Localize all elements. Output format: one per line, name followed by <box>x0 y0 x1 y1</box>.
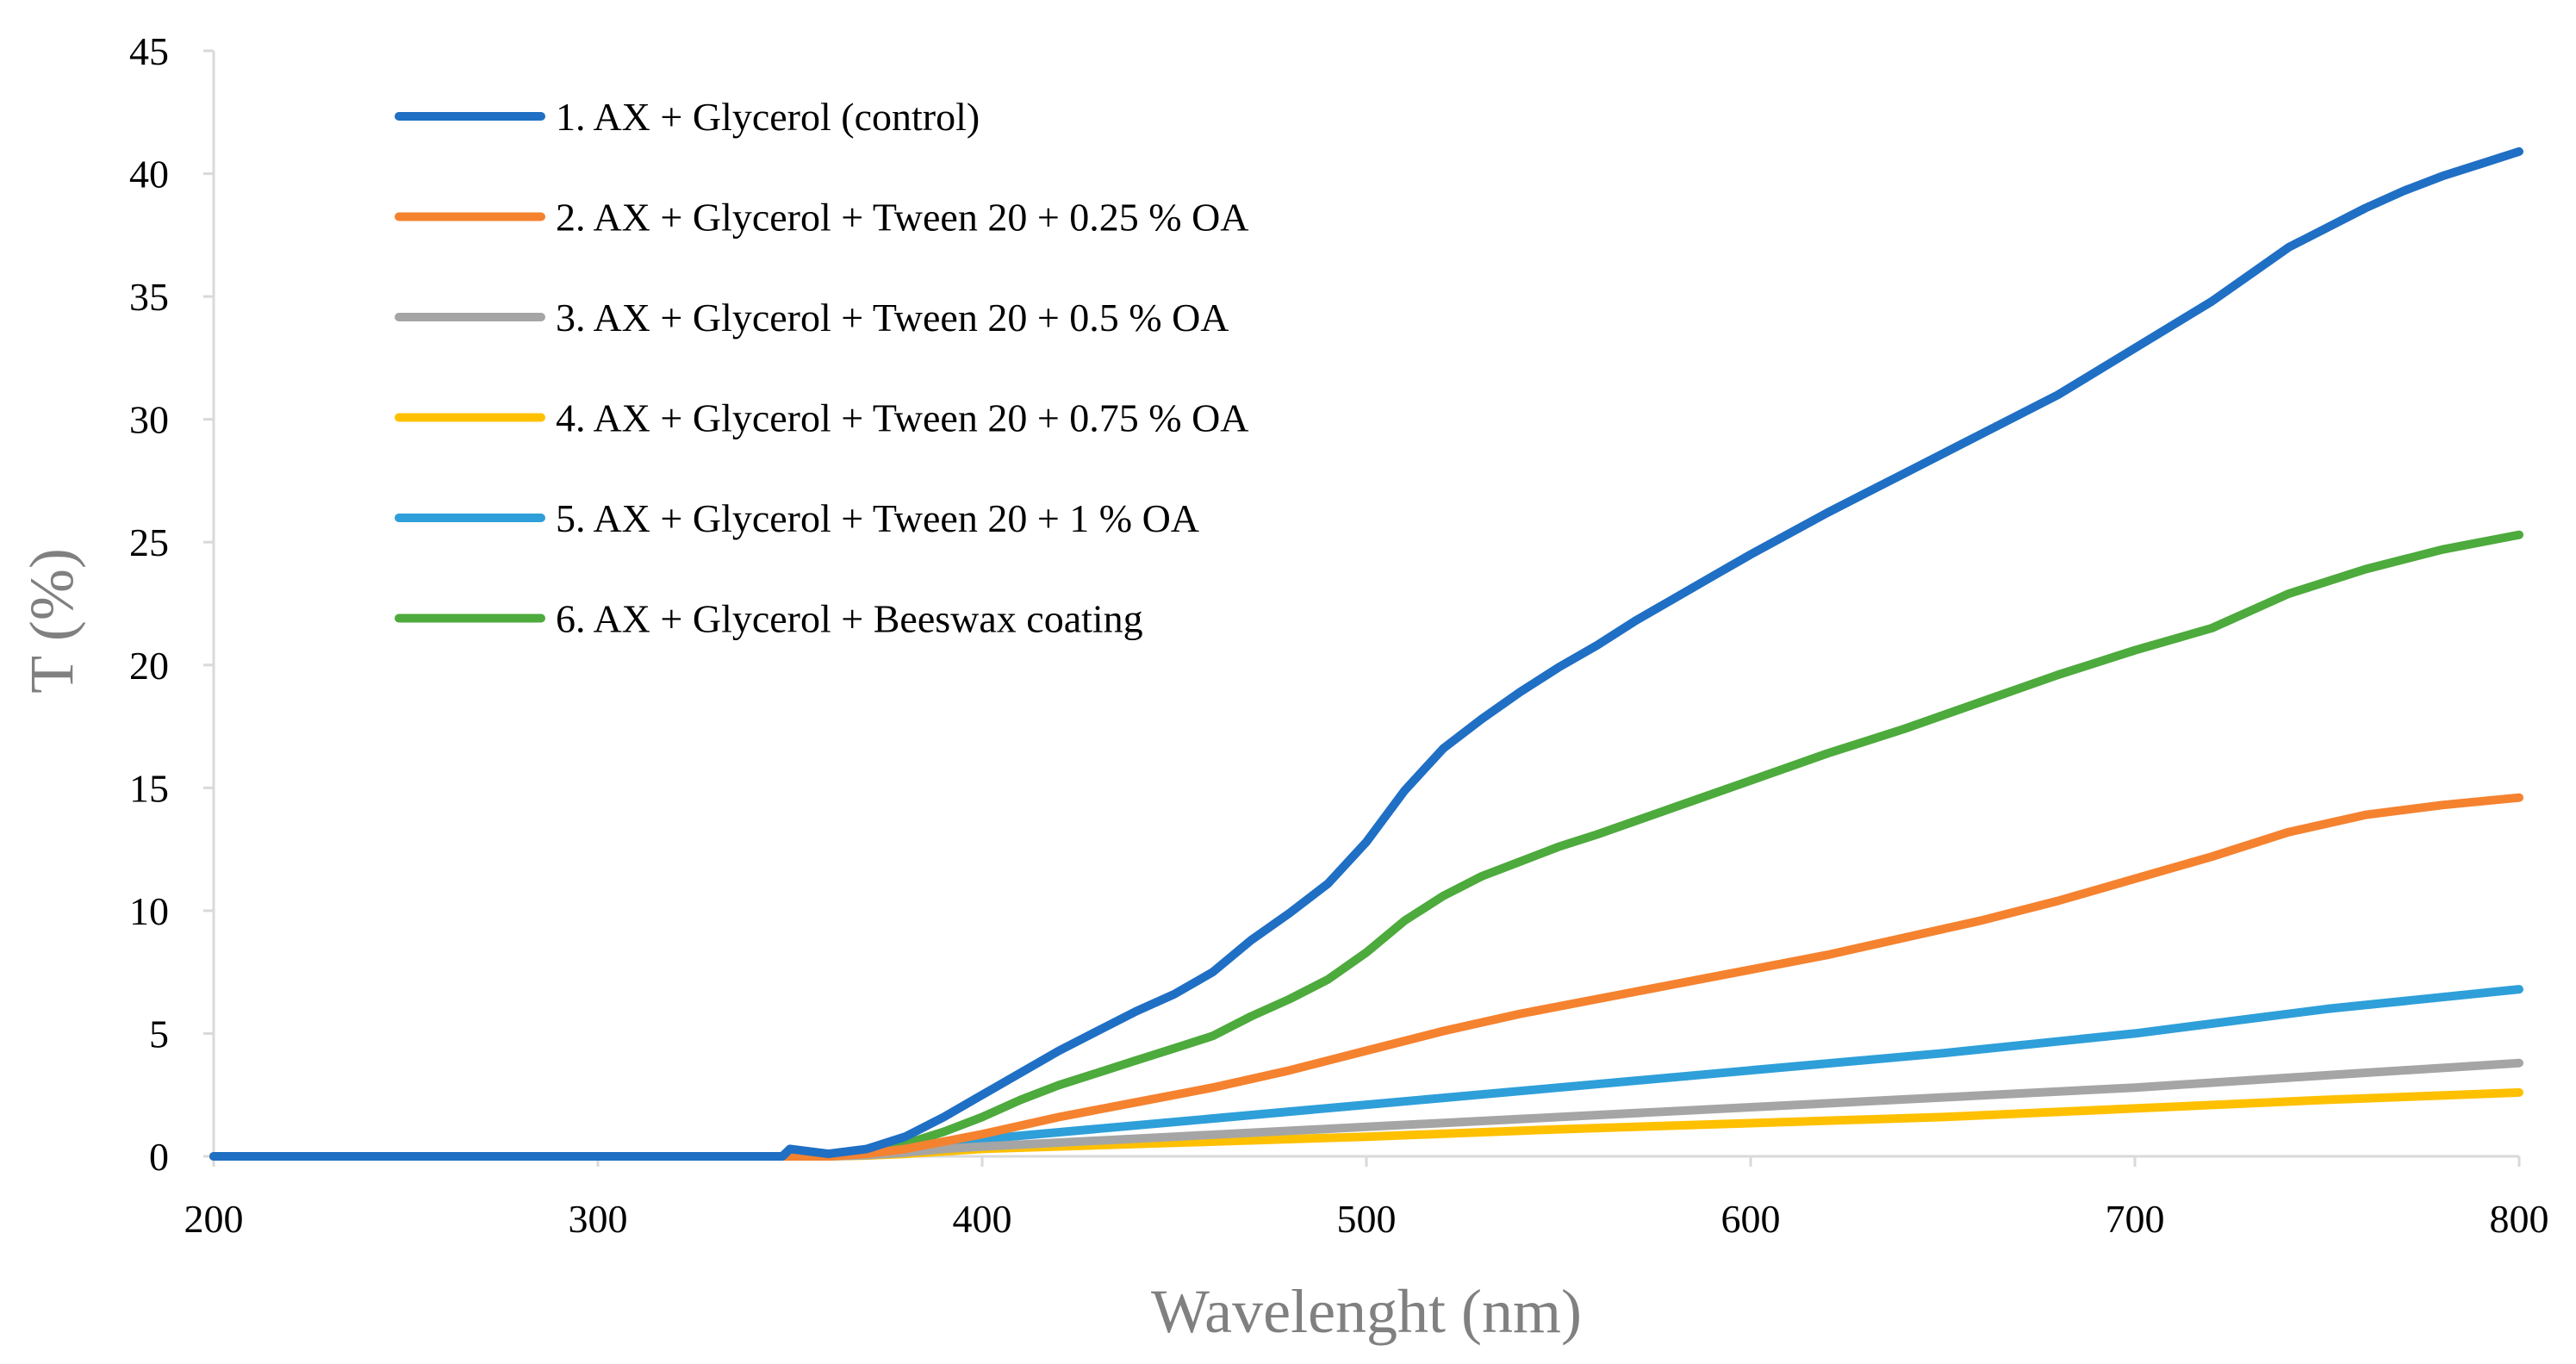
x-tick-label: 600 <box>1721 1197 1781 1241</box>
y-tick-label: 15 <box>129 766 169 810</box>
series-line-2 <box>209 793 2523 1161</box>
y-tick-label: 0 <box>149 1135 169 1179</box>
x-tick-label: 300 <box>569 1197 628 1241</box>
y-tick-label: 5 <box>149 1012 169 1056</box>
x-tick-label: 700 <box>2106 1197 2165 1241</box>
legend-label-6: 6. AX + Glycerol + Beeswax coating <box>556 597 1143 641</box>
legend-label-4: 4. AX + Glycerol + Tween 20 + 0.75 % OA <box>556 396 1249 440</box>
y-axis-title: T (%) <box>17 548 86 694</box>
legend-label-3: 3. AX + Glycerol + Tween 20 + 0.5 % OA <box>556 296 1229 339</box>
series-lines <box>209 146 2523 1161</box>
series-line-1 <box>209 146 2523 1161</box>
series-line-5 <box>209 985 2523 1161</box>
y-tick-label: 30 <box>129 398 169 442</box>
legend: 1. AX + Glycerol (control) 2. AX + Glycer… <box>395 95 1249 641</box>
x-tick-label: 400 <box>953 1197 1012 1241</box>
y-tick-label: 20 <box>129 644 169 688</box>
y-ticks: 0 5 10 15 20 25 30 35 40 45 <box>129 29 214 1179</box>
x-axis-title: Wavelenght (nm) <box>1151 1277 1582 1346</box>
y-tick-label: 35 <box>129 275 169 319</box>
x-tick-label: 500 <box>1337 1197 1397 1241</box>
y-tick-label: 25 <box>129 520 169 564</box>
legend-label-1: 1. AX + Glycerol (control) <box>556 95 980 139</box>
y-tick-label: 40 <box>129 153 169 196</box>
series-line-6 <box>209 530 2523 1161</box>
legend-label-5: 5. AX + Glycerol + Tween 20 + 1 % OA <box>556 496 1199 540</box>
x-tick-label: 200 <box>184 1197 244 1241</box>
legend-label-2: 2. AX + Glycerol + Tween 20 + 0.25 % OA <box>556 196 1249 240</box>
x-tick-label: 800 <box>2490 1197 2549 1241</box>
x-ticks: 200 300 400 500 600 700 800 <box>184 1156 2549 1241</box>
y-tick-label: 45 <box>129 29 169 73</box>
y-tick-label: 10 <box>129 889 169 933</box>
